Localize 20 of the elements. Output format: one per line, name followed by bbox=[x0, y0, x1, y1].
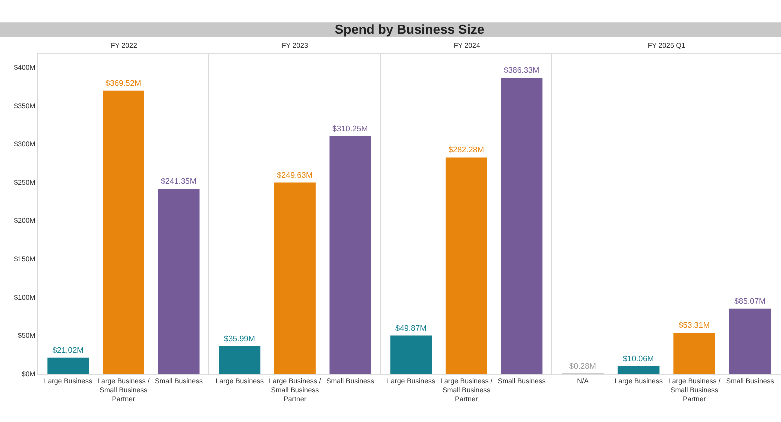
data-label: $369.52M bbox=[106, 78, 142, 88]
data-label: $282.28M bbox=[448, 146, 485, 155]
data-label: $386.33M bbox=[504, 66, 540, 76]
bar bbox=[618, 366, 660, 374]
data-label: $241.35M bbox=[161, 177, 197, 186]
data-label: $53.31M bbox=[678, 321, 710, 330]
data-label: $21.02M bbox=[52, 346, 84, 355]
bar bbox=[158, 189, 200, 374]
bar bbox=[48, 358, 90, 374]
text: Spend by Business Size bbox=[335, 22, 485, 37]
data-label: $10.06M bbox=[623, 354, 655, 364]
data-label: $249.63M bbox=[277, 170, 314, 180]
data-label: $310.25M bbox=[332, 124, 368, 134]
bar bbox=[102, 90, 144, 374]
data-label: $85.07M bbox=[734, 296, 766, 306]
data-label: $49.87M bbox=[396, 324, 428, 333]
bar bbox=[674, 333, 716, 374]
data-label: $0.28M bbox=[570, 362, 597, 371]
bar bbox=[729, 308, 772, 374]
data-label: $35.99M bbox=[224, 334, 256, 344]
